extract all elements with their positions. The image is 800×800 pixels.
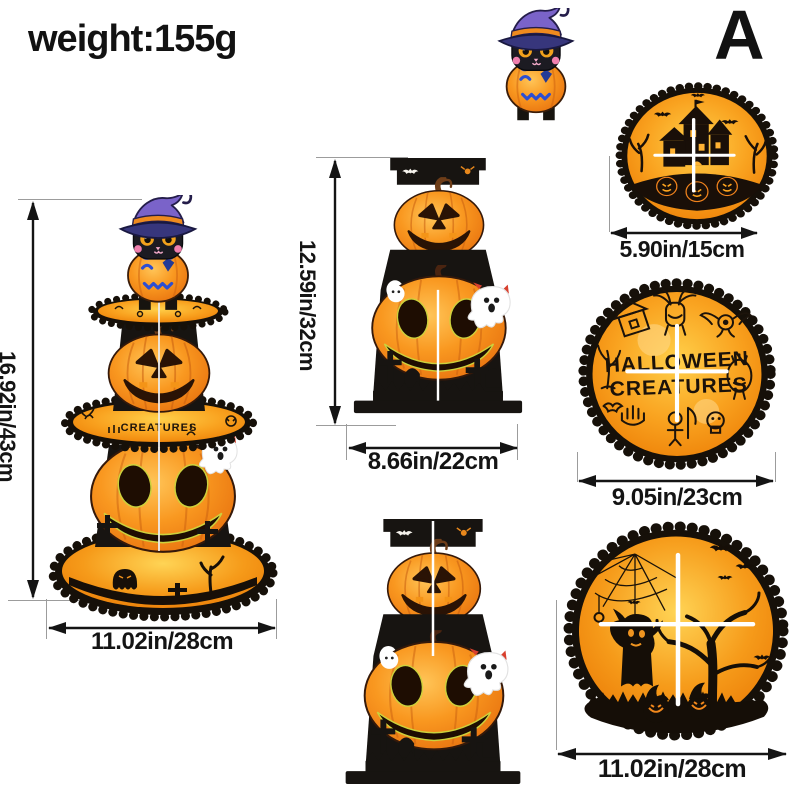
medium-disc-dimension-line: [578, 475, 774, 487]
weight-label: weight:155g: [28, 18, 238, 60]
panel-height-label: 12.59in/32cm: [295, 239, 320, 371]
large-disc-dimension-line: [557, 748, 787, 760]
small-disc-dimension-line: [610, 227, 758, 239]
large-disc-label: 11.02in/28cm: [597, 755, 747, 783]
cat-topper-piece: [487, 6, 585, 124]
extension-line: [316, 425, 396, 426]
stand-height-label: 16.92in/43cm: [0, 350, 20, 482]
extension-line: [18, 199, 142, 200]
small-disc-haunted-house: [613, 80, 781, 232]
extension-line: [316, 157, 408, 158]
panel-height-dimension-line: [329, 159, 341, 425]
panel-width-dimension-line: [348, 442, 518, 454]
large-disc-graveyard: [561, 519, 791, 743]
stand-height-dimension-line: [27, 201, 39, 599]
extension-line: [8, 600, 112, 601]
stand-width-dimension-line: [48, 622, 276, 634]
stand-width-label: 11.02in/28cm: [90, 628, 234, 655]
extension-line: [609, 156, 610, 232]
extension-line: [556, 600, 557, 750]
pumpkin-panel-piece-slotted: [341, 517, 525, 787]
extension-line: [517, 424, 518, 460]
pumpkin-panel-piece: [352, 155, 524, 417]
small-disc-label: 5.90in/15cm: [619, 236, 745, 262]
medium-disc-halloween-creatures: HALLOWEEN CREATURES: [576, 276, 778, 472]
variant-label: A: [714, 0, 765, 74]
extension-line: [276, 599, 277, 639]
base-tier-disc: [48, 524, 278, 622]
extension-line: [775, 452, 776, 482]
extension-line: [346, 424, 347, 460]
panel-width-label: 8.66in/22cm: [367, 448, 499, 475]
medium-disc-label: 9.05in/23cm: [611, 484, 743, 511]
cross-slits: [625, 323, 729, 423]
extension-line: [46, 599, 47, 639]
extension-line: [577, 452, 578, 482]
cat-topper: [119, 195, 197, 312]
assembled-stand-image: CREATURES: [48, 195, 278, 622]
